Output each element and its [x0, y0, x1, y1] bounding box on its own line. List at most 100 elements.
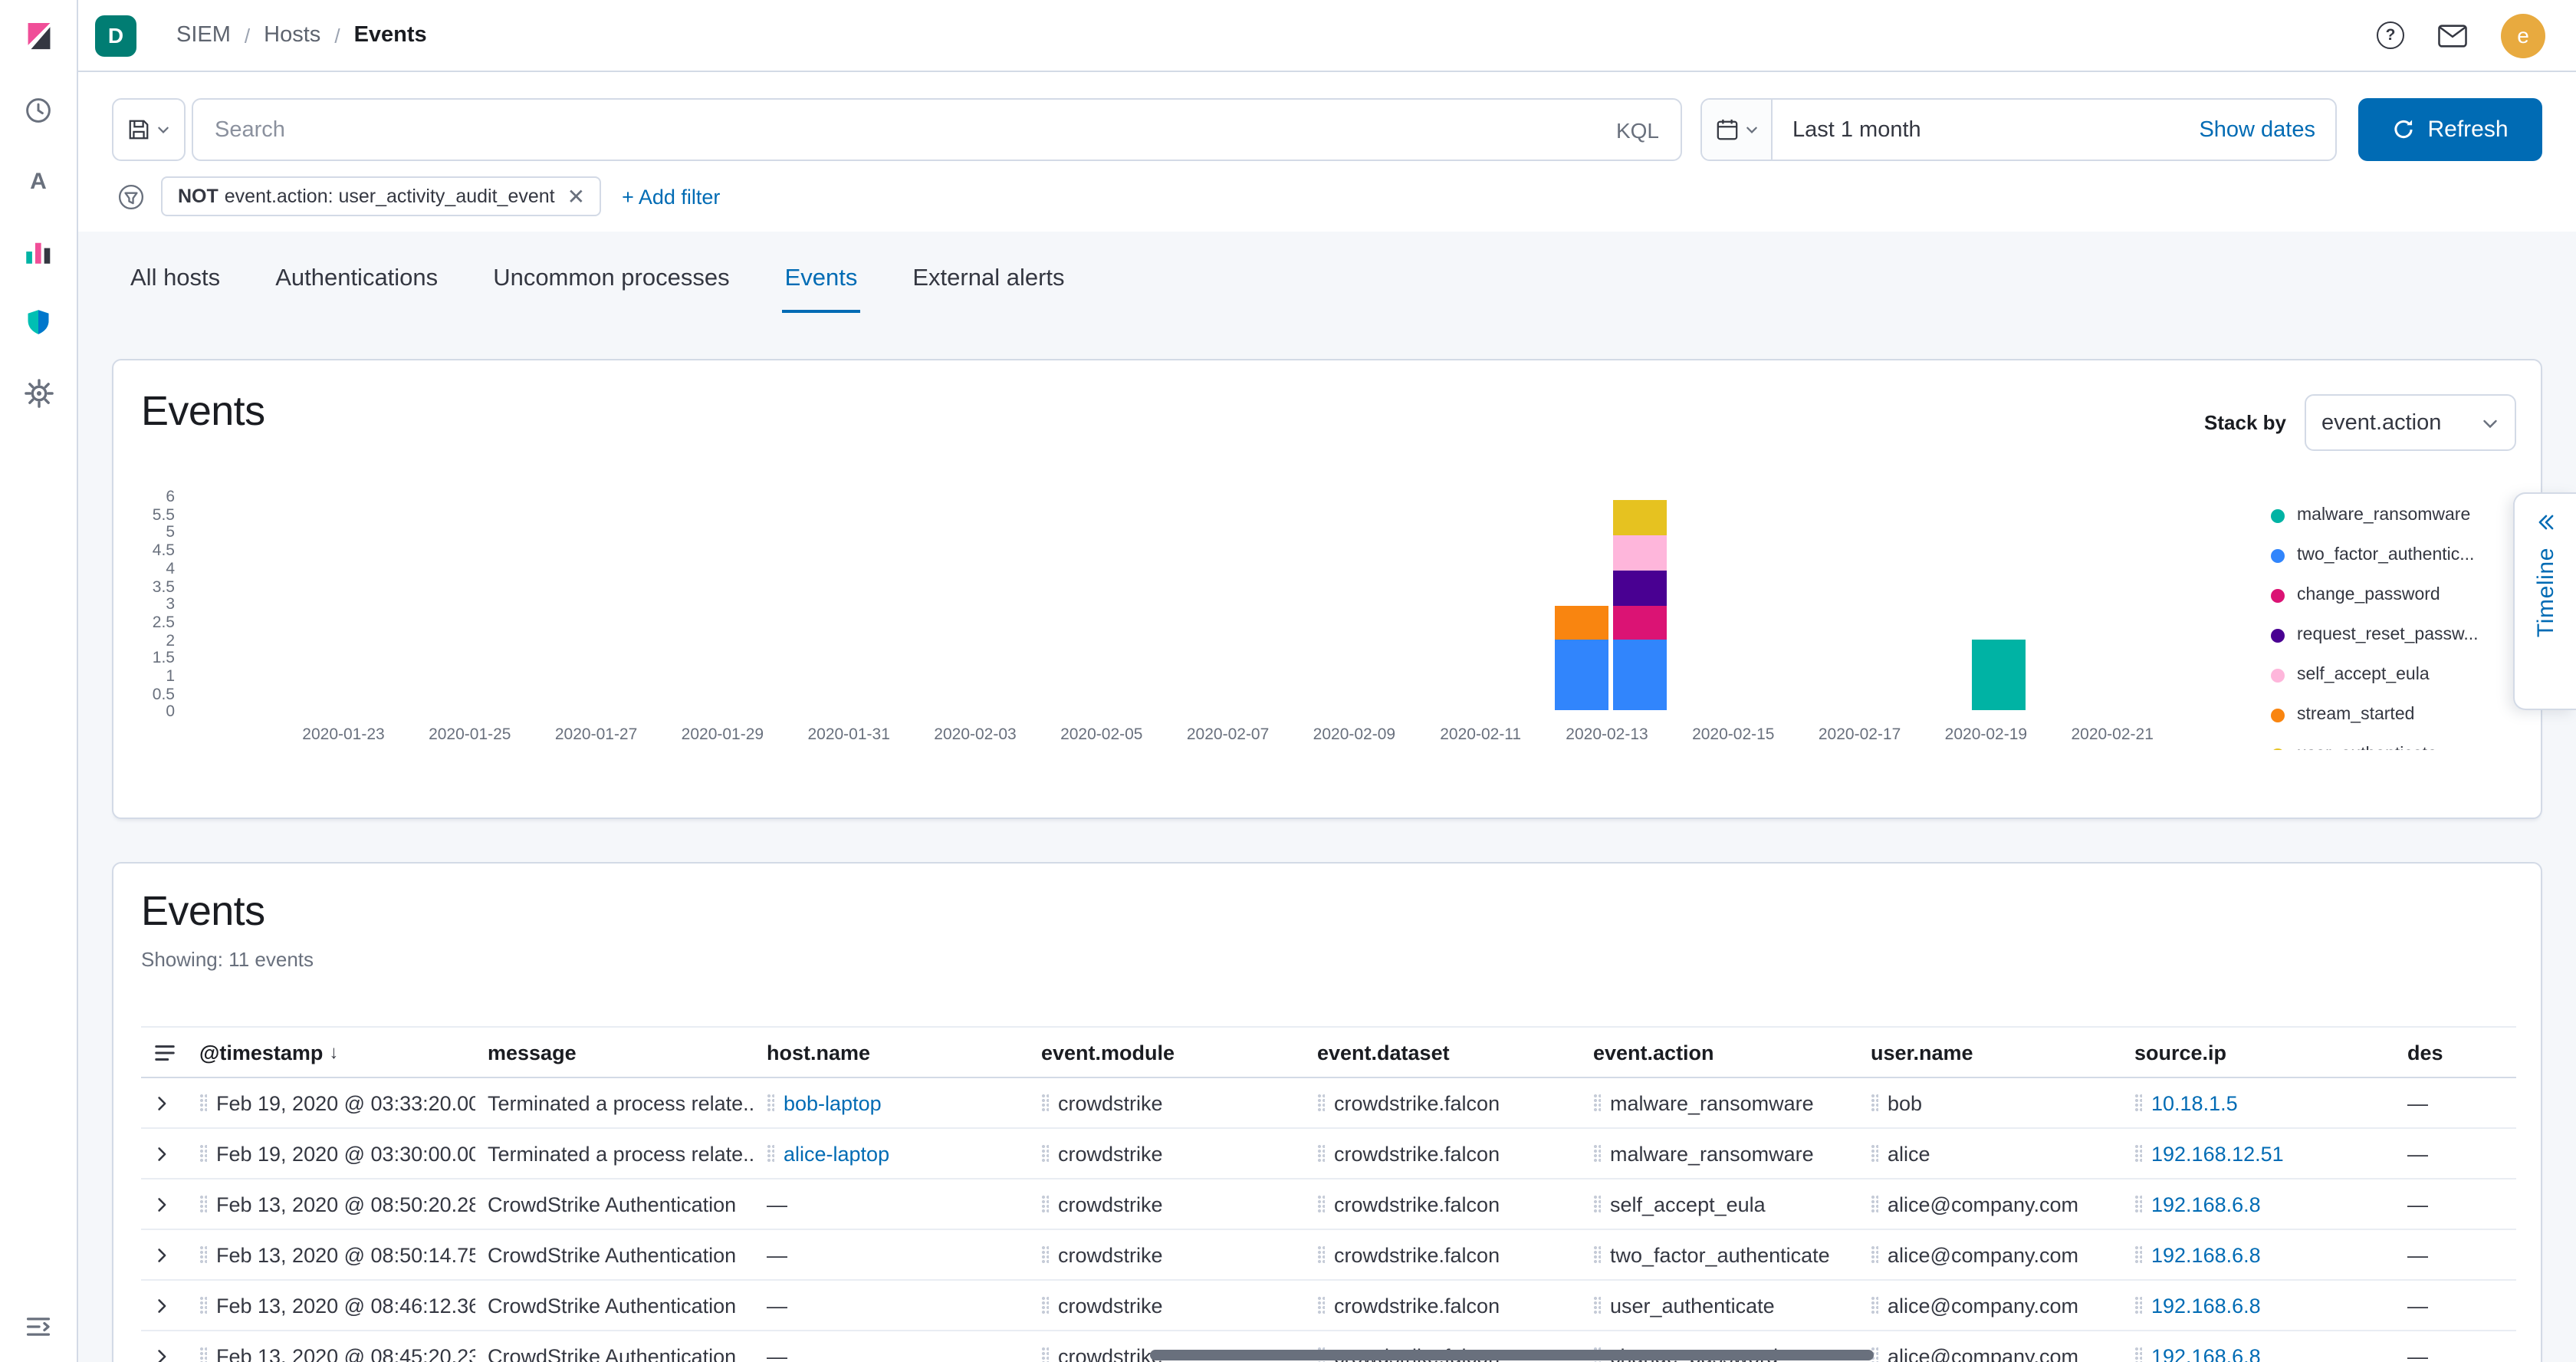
bar-segment-two_factor_authenticate[interactable]	[1555, 640, 1608, 710]
expand-event-button[interactable]	[147, 1342, 175, 1362]
drag-handle[interactable]	[1317, 1296, 1325, 1314]
bar-segment-self_accept_eula[interactable]	[1613, 535, 1667, 571]
time-range-value[interactable]: Last 1 month	[1792, 117, 1921, 142]
help-button[interactable]: ?	[2377, 21, 2404, 49]
drag-handle[interactable]	[199, 1094, 207, 1112]
histogram-bar-2020-02-19[interactable]	[1972, 640, 2026, 710]
drag-handle[interactable]	[767, 1144, 774, 1163]
drag-handle[interactable]	[1317, 1245, 1325, 1264]
expand-event-button[interactable]	[147, 1190, 175, 1218]
drag-handle[interactable]	[1041, 1245, 1049, 1264]
column-header-host[interactable]: host.name	[754, 1041, 1029, 1064]
drag-handle[interactable]	[2134, 1245, 2142, 1264]
cell-value-source_ip[interactable]: 192.168.6.8	[2151, 1243, 2261, 1266]
drag-handle[interactable]	[2134, 1195, 2142, 1213]
drag-handle[interactable]	[1317, 1094, 1325, 1112]
histogram-bar-2020-02-12[interactable]	[1555, 605, 1608, 710]
expand-event-button[interactable]	[147, 1291, 175, 1319]
drag-handle[interactable]	[1871, 1347, 1878, 1362]
cell-value-source_ip[interactable]: 192.168.12.51	[2151, 1142, 2284, 1165]
siem-app-button[interactable]	[21, 305, 55, 339]
column-header-timestamp[interactable]: @timestamp ↓	[187, 1041, 475, 1064]
drag-handle[interactable]	[1593, 1195, 1601, 1213]
legend-item-malware_ransomware[interactable]: malware_ransomware	[2271, 495, 2504, 535]
column-header-user[interactable]: user.name	[1858, 1041, 2122, 1064]
legend-item-stream_started[interactable]: stream_started	[2271, 695, 2504, 735]
tab-authentications[interactable]: Authentications	[275, 265, 439, 291]
user-avatar[interactable]: e	[2501, 13, 2545, 58]
drag-handle[interactable]	[2134, 1094, 2142, 1112]
drag-handle[interactable]	[1593, 1144, 1601, 1163]
cell-value-source_ip[interactable]: 192.168.6.8	[2151, 1294, 2261, 1317]
remove-filter-icon[interactable]: ✕	[567, 184, 586, 209]
cell-value-source_ip[interactable]: 192.168.6.8	[2151, 1344, 2261, 1362]
cell-value-source_ip[interactable]: 10.18.1.5	[2151, 1091, 2238, 1114]
timeline-flyout-button[interactable]: Timeline	[2513, 492, 2576, 710]
bar-segment-request_reset_password[interactable]	[1613, 570, 1667, 606]
bar-segment-user_authenticate[interactable]	[1613, 500, 1667, 535]
stack-by-select[interactable]: event.action	[2305, 394, 2516, 451]
legend-item-self_accept_eula[interactable]: self_accept_eula	[2271, 655, 2504, 695]
column-header-module[interactable]: event.module	[1029, 1041, 1305, 1064]
legend-item-change_password[interactable]: change_password	[2271, 575, 2504, 615]
filter-options-button[interactable]	[112, 178, 149, 215]
expand-event-button[interactable]	[147, 1140, 175, 1167]
app-a-button[interactable]: A	[21, 164, 55, 198]
drag-handle[interactable]	[1871, 1195, 1878, 1213]
drag-handle[interactable]	[1041, 1195, 1049, 1213]
expand-event-button[interactable]	[147, 1089, 175, 1117]
space-badge[interactable]: D	[95, 15, 136, 56]
drag-handle[interactable]	[1041, 1347, 1049, 1362]
expand-event-button[interactable]	[147, 1241, 175, 1268]
search-input[interactable]	[215, 117, 1601, 142]
drag-handle[interactable]	[1593, 1094, 1601, 1112]
bar-segment-malware_ransomware[interactable]	[1972, 640, 2026, 710]
legend-item-request_reset_passw-[interactable]: request_reset_passw...	[2271, 615, 2504, 655]
date-quick-select-button[interactable]	[1702, 100, 1773, 160]
bar-segment-two_factor_authenticate[interactable]	[1613, 640, 1667, 710]
drag-handle[interactable]	[199, 1347, 207, 1362]
kibana-logo[interactable]	[0, 0, 77, 72]
breadcrumb-item-hosts[interactable]: Hosts	[264, 23, 321, 48]
kql-toggle[interactable]: KQL	[1615, 117, 1659, 142]
recently-viewed-button[interactable]	[21, 94, 55, 127]
drag-handle[interactable]	[1871, 1094, 1878, 1112]
refresh-button[interactable]: Refresh	[2358, 98, 2542, 161]
drag-handle[interactable]	[2134, 1296, 2142, 1314]
column-header-message[interactable]: message	[475, 1041, 754, 1064]
tab-events[interactable]: Events	[781, 247, 861, 313]
column-header-dataset[interactable]: event.dataset	[1305, 1041, 1581, 1064]
column-header-dest[interactable]: des	[2395, 1041, 2516, 1064]
drag-handle[interactable]	[1593, 1245, 1601, 1264]
drag-handle[interactable]	[1041, 1144, 1049, 1163]
management-button[interactable]	[21, 376, 55, 410]
legend-item-two_factor_authentic-[interactable]: two_factor_authentic...	[2271, 535, 2504, 575]
drag-handle[interactable]	[1871, 1144, 1878, 1163]
newsfeed-button[interactable]	[2438, 24, 2467, 47]
tab-uncommon-processes[interactable]: Uncommon processes	[493, 265, 730, 291]
drag-handle[interactable]	[1871, 1296, 1878, 1314]
save-query-button[interactable]	[112, 98, 186, 161]
add-filter-button[interactable]: + Add filter	[622, 185, 721, 208]
drag-handle[interactable]	[199, 1296, 207, 1314]
breadcrumb-item-siem[interactable]: SIEM	[176, 23, 231, 48]
drag-handle[interactable]	[1041, 1296, 1049, 1314]
bar-segment-change_password[interactable]	[1613, 605, 1667, 640]
cell-value-source_ip[interactable]: 192.168.6.8	[2151, 1193, 2261, 1216]
cell-value-host[interactable]: bob-laptop	[784, 1091, 882, 1114]
histogram-bar-2020-02-13[interactable]	[1613, 500, 1667, 710]
column-header-source_ip[interactable]: source.ip	[2122, 1041, 2395, 1064]
drag-handle[interactable]	[1871, 1245, 1878, 1264]
horizontal-scrollbar-thumb[interactable]	[1150, 1350, 1874, 1360]
visualize-app-button[interactable]	[21, 235, 55, 268]
drag-handle[interactable]	[1041, 1094, 1049, 1112]
bar-segment-stream_started[interactable]	[1555, 605, 1608, 640]
legend-item-user_authenticate[interactable]: user_authenticate	[2271, 735, 2504, 750]
drag-handle[interactable]	[199, 1245, 207, 1264]
drag-handle[interactable]	[767, 1094, 774, 1112]
drag-handle[interactable]	[199, 1195, 207, 1213]
show-dates-button[interactable]: Show dates	[2199, 117, 2315, 142]
cell-value-host[interactable]: alice-laptop	[784, 1142, 890, 1165]
tab-all-hosts[interactable]: All hosts	[130, 265, 221, 291]
drag-handle[interactable]	[2134, 1144, 2142, 1163]
